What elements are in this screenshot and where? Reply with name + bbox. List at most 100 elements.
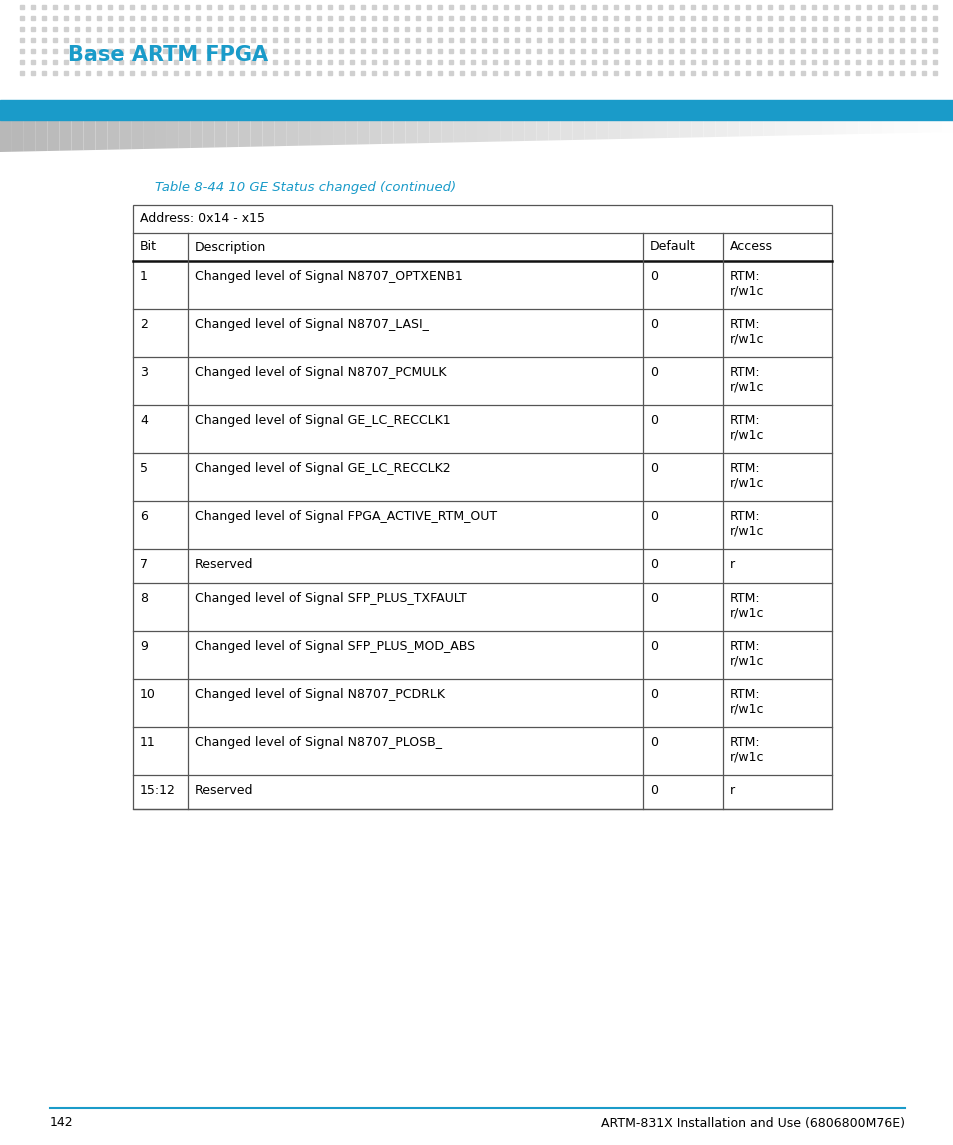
Bar [53, 16, 57, 19]
Bar [251, 60, 254, 64]
Bar [382, 16, 387, 19]
Polygon shape [48, 120, 59, 151]
Bar [218, 16, 222, 19]
Bar [537, 5, 540, 9]
Bar [844, 16, 848, 19]
Bar [767, 16, 771, 19]
Bar [316, 38, 320, 42]
Bar [855, 38, 859, 42]
Bar [745, 71, 749, 76]
Polygon shape [631, 120, 643, 139]
Text: r: r [729, 558, 735, 571]
Bar [132, 205, 831, 810]
Bar [218, 71, 222, 76]
Polygon shape [345, 120, 357, 144]
Bar [866, 16, 870, 19]
Bar [185, 49, 189, 53]
Bar [141, 27, 145, 31]
Bar [493, 16, 497, 19]
Bar [779, 71, 782, 76]
Bar [921, 16, 925, 19]
Bar [580, 16, 584, 19]
Text: 0: 0 [649, 558, 658, 571]
Polygon shape [214, 120, 226, 148]
Text: Changed level of Signal N8707_LASI_: Changed level of Signal N8707_LASI_ [194, 318, 429, 331]
Bar [152, 49, 156, 53]
Bar [338, 38, 343, 42]
Text: Changed level of Signal N8707_PCMULK: Changed level of Signal N8707_PCMULK [194, 366, 446, 379]
Bar [789, 16, 793, 19]
Bar [64, 16, 68, 19]
Bar [844, 38, 848, 42]
Polygon shape [191, 120, 202, 148]
Bar [932, 60, 936, 64]
Polygon shape [917, 120, 929, 133]
Text: 11: 11 [140, 736, 155, 749]
Bar [493, 71, 497, 76]
Text: 0: 0 [649, 784, 658, 797]
Text: Reserved: Reserved [194, 558, 253, 571]
Bar [580, 71, 584, 76]
Polygon shape [226, 120, 238, 148]
Bar [833, 71, 837, 76]
Bar [338, 49, 343, 53]
Bar [745, 5, 749, 9]
Text: RTM:: RTM: [729, 592, 760, 605]
Bar [745, 27, 749, 31]
Bar [921, 27, 925, 31]
Bar [405, 38, 409, 42]
Bar [53, 27, 57, 31]
Bar [382, 49, 387, 53]
Text: r/w1c: r/w1c [729, 476, 763, 489]
Bar [372, 71, 375, 76]
Bar [668, 60, 672, 64]
Text: 10: 10 [140, 688, 155, 701]
Text: 15:12: 15:12 [140, 784, 175, 797]
Text: 0: 0 [649, 510, 658, 523]
Bar [152, 60, 156, 64]
Bar [97, 5, 101, 9]
Bar [273, 27, 276, 31]
Text: r/w1c: r/w1c [729, 606, 763, 619]
Polygon shape [119, 120, 131, 150]
Bar [801, 49, 804, 53]
Bar [229, 38, 233, 42]
Polygon shape [583, 120, 596, 140]
Bar [888, 38, 892, 42]
Polygon shape [440, 120, 453, 143]
Bar [569, 38, 574, 42]
Bar [877, 27, 882, 31]
Bar [185, 60, 189, 64]
Polygon shape [429, 120, 440, 143]
Polygon shape [262, 120, 274, 147]
Text: Address: 0x14 - x15: Address: 0x14 - x15 [140, 213, 265, 226]
Bar [537, 16, 540, 19]
Bar [163, 5, 167, 9]
Bar [789, 27, 793, 31]
Bar [910, 38, 914, 42]
Bar [569, 5, 574, 9]
Text: ARTM-831X Installation and Use (6806800M76E): ARTM-831X Installation and Use (6806800M… [600, 1116, 904, 1129]
Polygon shape [536, 120, 548, 141]
Bar [767, 71, 771, 76]
Bar [30, 16, 35, 19]
Bar [503, 5, 507, 9]
Bar [757, 38, 760, 42]
Bar [833, 49, 837, 53]
Bar [108, 16, 112, 19]
Bar [899, 27, 903, 31]
Bar [427, 16, 431, 19]
Bar [833, 5, 837, 9]
Bar [273, 49, 276, 53]
Bar [547, 16, 552, 19]
Bar [471, 38, 475, 42]
Bar [801, 5, 804, 9]
Bar [207, 60, 211, 64]
Bar [328, 5, 332, 9]
Polygon shape [548, 120, 559, 141]
Bar [75, 71, 79, 76]
Bar [679, 38, 683, 42]
Bar [20, 16, 24, 19]
Bar [801, 38, 804, 42]
Bar [602, 38, 606, 42]
